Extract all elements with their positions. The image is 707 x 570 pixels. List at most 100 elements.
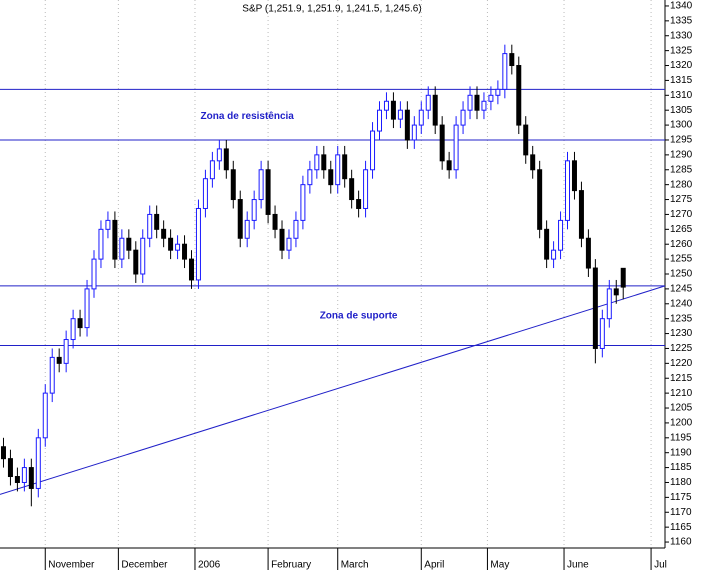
annotation: Zona de resistência	[201, 111, 295, 122]
y-tick-label: 1205	[670, 403, 693, 414]
candle-body	[397, 109, 403, 120]
candle-body	[488, 94, 494, 102]
y-tick-label: 1195	[670, 432, 692, 443]
y-tick-label: 1265	[670, 224, 693, 235]
candle-body	[606, 288, 612, 320]
candle-body	[349, 178, 355, 201]
candle-body	[237, 199, 243, 239]
candle-body	[49, 356, 55, 394]
candle-body	[530, 154, 536, 171]
x-tick-label: November	[48, 560, 95, 570]
candle-body	[279, 228, 285, 251]
candle-body	[84, 288, 90, 329]
candle-body	[7, 458, 13, 478]
candle-body	[133, 249, 139, 275]
candle-body	[265, 169, 271, 215]
candle-body	[286, 237, 292, 251]
x-tick-label: Jul	[654, 560, 667, 570]
candle-body	[161, 228, 167, 239]
candle-body	[251, 199, 257, 221]
y-tick-label: 1255	[670, 254, 693, 265]
candle-body	[342, 154, 348, 180]
candle-body	[272, 213, 278, 230]
candle-body	[453, 124, 459, 171]
x-tick-label: 2006	[198, 560, 221, 570]
candle-body	[70, 318, 76, 341]
y-tick-label: 1305	[670, 105, 693, 116]
candle-body	[425, 94, 431, 111]
y-tick-label: 1165	[670, 522, 692, 533]
candle-body	[216, 148, 222, 162]
candle-body	[293, 219, 299, 239]
candle-body	[565, 160, 571, 221]
candle-body	[363, 169, 369, 209]
y-tick-label: 1190	[670, 447, 692, 458]
y-tick-label: 1175	[670, 492, 692, 503]
candle-body	[383, 100, 389, 111]
candle-body	[307, 169, 313, 186]
y-tick-label: 1250	[670, 269, 693, 280]
annotation: Zona de suporte	[320, 310, 398, 321]
candle-body	[63, 339, 69, 364]
candle-body	[523, 124, 529, 156]
candle-body	[147, 213, 153, 239]
candle-body	[558, 219, 564, 251]
candle-body	[328, 169, 334, 186]
y-tick-label: 1225	[670, 343, 693, 354]
candle-body	[481, 100, 487, 111]
y-tick-label: 1310	[670, 90, 693, 101]
y-tick-label: 1240	[670, 298, 693, 309]
candle-body	[578, 190, 584, 239]
candle-body	[98, 228, 104, 260]
y-tick-label: 1330	[670, 30, 693, 41]
candle-body	[502, 53, 508, 90]
candle-body	[446, 160, 452, 171]
candle-body	[411, 124, 417, 141]
candle-body	[126, 237, 132, 251]
y-tick-label: 1295	[670, 135, 693, 146]
candle-body	[188, 258, 194, 281]
candle-body	[0, 446, 6, 460]
candle-body	[571, 160, 577, 192]
candle-body	[537, 169, 543, 230]
candle-body	[356, 199, 362, 209]
candle-body	[168, 237, 174, 251]
candle-body	[335, 154, 341, 186]
candle-body	[175, 243, 181, 251]
y-tick-label: 1340	[670, 1, 693, 12]
candle-body	[21, 467, 27, 483]
candle-body	[56, 356, 62, 364]
candle-body	[300, 184, 306, 221]
x-tick-label: December	[121, 560, 168, 570]
y-tick-label: 1220	[670, 358, 693, 369]
y-tick-label: 1270	[670, 209, 693, 220]
candle-body	[119, 237, 125, 260]
x-tick-label: April	[424, 560, 444, 570]
candle-body	[230, 169, 236, 201]
trend-line	[0, 285, 666, 495]
y-tick-label: 1280	[670, 179, 693, 190]
y-tick-label: 1325	[670, 45, 693, 56]
candle-body	[432, 94, 438, 126]
y-tick-label: 1185	[670, 462, 692, 473]
candle-body	[370, 130, 376, 171]
y-tick-label: 1180	[670, 477, 692, 488]
candle-body	[140, 237, 146, 275]
y-tick-label: 1245	[670, 284, 693, 295]
candle-body	[77, 318, 83, 329]
candle-body	[439, 124, 445, 162]
candle-body	[14, 476, 20, 483]
candle-body	[35, 437, 41, 489]
candle-body	[592, 267, 598, 349]
candle-body	[418, 109, 424, 126]
y-tick-label: 1215	[670, 373, 693, 384]
y-tick-label: 1285	[670, 164, 693, 175]
candle-body	[91, 258, 97, 290]
y-tick-label: 1300	[670, 120, 693, 131]
candle-body	[585, 237, 591, 269]
candle-body	[377, 109, 383, 132]
candle-body	[42, 392, 48, 439]
candle-body	[495, 88, 501, 96]
